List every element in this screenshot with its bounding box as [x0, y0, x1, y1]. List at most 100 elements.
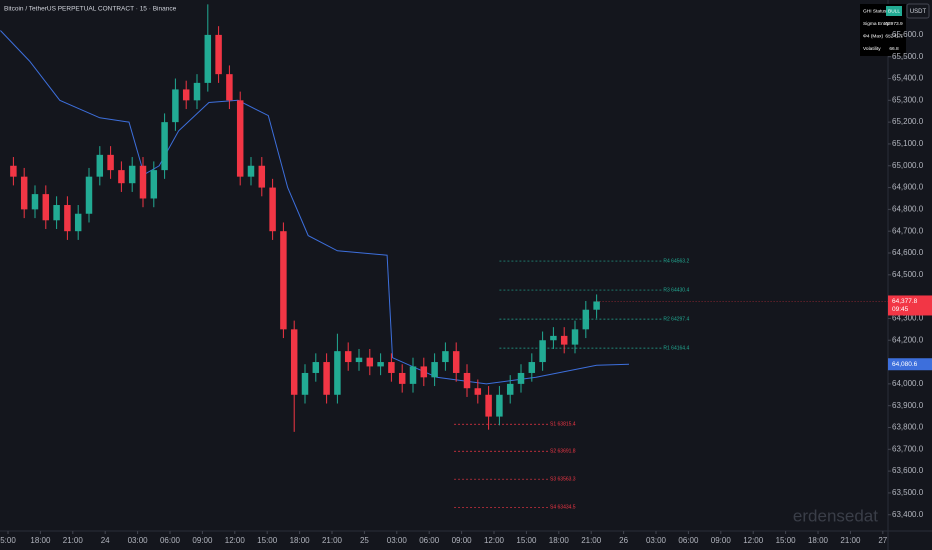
- y-tick-label: 63,400.0: [892, 510, 924, 519]
- y-tick-label: 65,500.0: [892, 52, 924, 61]
- candle-body: [74, 213, 82, 232]
- candle-body: [355, 357, 363, 363]
- status-key: Sigma Entry: [863, 21, 890, 27]
- candle-body: [582, 309, 590, 330]
- candle-body: [96, 154, 104, 177]
- candle-body: [452, 351, 460, 373]
- candle-body: [388, 362, 395, 373]
- y-tick-label: 64,900.0: [892, 183, 924, 192]
- x-tick-label: 03:00: [387, 536, 408, 545]
- candle-body: [247, 165, 255, 177]
- y-tick-label: 63,700.0: [892, 444, 924, 453]
- candle-body: [64, 205, 71, 232]
- candle-body: [118, 170, 125, 184]
- x-tick-label: 15:00: [257, 536, 278, 545]
- y-tick-label: 63,800.0: [892, 423, 924, 432]
- x-tick-label: 12:00: [225, 536, 246, 545]
- x-tick-label: 5:00: [0, 536, 16, 545]
- y-tick-label: 63,500.0: [892, 488, 924, 497]
- y-tick-label: 65,300.0: [892, 95, 924, 104]
- candle-body: [107, 154, 114, 171]
- candle-body: [182, 89, 190, 101]
- status-value: 63973.9: [885, 21, 903, 27]
- candle-body: [172, 89, 179, 123]
- candle-body: [528, 362, 536, 373]
- x-tick-label: 09:00: [711, 536, 732, 545]
- countdown: 09:45: [892, 306, 909, 313]
- currency-label[interactable]: USDT: [910, 9, 927, 15]
- status-value: 65241.7: [885, 33, 903, 39]
- y-tick-label: 64,700.0: [892, 226, 924, 235]
- candle-body: [150, 170, 158, 199]
- candle-body: [226, 74, 233, 101]
- chart-title: Bitcoin / TetherUS PERPETUAL CONTRACT · …: [4, 6, 177, 13]
- status-key: GHI Status: [863, 8, 887, 14]
- y-tick-label: 63,600.0: [892, 466, 924, 475]
- candle-body: [517, 372, 525, 384]
- candle-body: [323, 362, 330, 395]
- candle-body: [420, 366, 428, 378]
- candle-body: [236, 100, 244, 177]
- x-tick-label: 21:00: [581, 536, 602, 545]
- status-value: 66.8: [889, 46, 899, 52]
- candle-body: [593, 301, 600, 310]
- x-tick-label: 24: [101, 536, 110, 545]
- candle-body: [550, 335, 557, 341]
- vwap-badge: [888, 358, 932, 371]
- candle-body: [31, 194, 39, 210]
- candle-body: [269, 187, 276, 232]
- candle-body: [53, 205, 60, 221]
- candle-body: [431, 362, 438, 378]
- level-label: R1 64164.4: [663, 345, 689, 351]
- x-tick-label: 18:00: [30, 536, 51, 545]
- level-label: S4 63434.5: [550, 505, 576, 511]
- candle-body: [398, 372, 406, 384]
- candle-body: [312, 362, 320, 373]
- candle-body: [258, 165, 266, 188]
- level-label: S2 63691.8: [550, 449, 576, 455]
- status-value: BULL: [888, 8, 900, 14]
- currency-button[interactable]: [906, 3, 930, 19]
- x-tick-label: 26: [619, 536, 628, 545]
- level-label: S1 63815.4: [550, 422, 576, 428]
- candle-body: [139, 165, 147, 199]
- candle-body: [280, 231, 287, 330]
- x-tick-label: 21:00: [63, 536, 84, 545]
- level-label: R4 64563.2: [663, 258, 689, 264]
- candle-body: [366, 357, 374, 367]
- level-label: S3 63563.3: [550, 477, 576, 483]
- y-tick-label: 64,800.0: [892, 204, 924, 213]
- y-tick-label: 64,200.0: [892, 335, 924, 344]
- candle-body: [485, 394, 492, 417]
- candle-body: [301, 372, 309, 395]
- y-tick-label: 65,100.0: [892, 139, 924, 148]
- x-tick-label: 21:00: [840, 536, 861, 545]
- candle-body: [506, 383, 514, 395]
- y-tick-label: 65,000.0: [892, 161, 924, 170]
- last-price-label: 64,377.8: [892, 298, 918, 305]
- x-tick-label: 18:00: [549, 536, 570, 545]
- candle-body: [85, 176, 93, 214]
- x-tick-label: 03:00: [646, 536, 667, 545]
- candle-body: [377, 362, 384, 367]
- status-badge: [886, 6, 902, 16]
- x-tick-label: 09:00: [452, 536, 473, 545]
- x-tick-label: 27: [878, 536, 887, 545]
- candle-body: [20, 176, 28, 210]
- candle-body: [344, 351, 352, 363]
- candle-body: [290, 329, 298, 395]
- x-tick-label: 06:00: [678, 536, 699, 545]
- vwap-label: 64,080.6: [892, 361, 918, 368]
- level-label: R3 64430.4: [663, 287, 689, 293]
- y-tick-label: 64,000.0: [892, 379, 924, 388]
- candle-body: [474, 388, 482, 395]
- x-tick-label: 15:00: [776, 536, 797, 545]
- x-tick-label: 25: [360, 536, 369, 545]
- y-tick-label: 63,900.0: [892, 401, 924, 410]
- y-tick-label: 64,500.0: [892, 270, 924, 279]
- candle-body: [334, 351, 341, 395]
- status-key: Volatility: [863, 46, 881, 52]
